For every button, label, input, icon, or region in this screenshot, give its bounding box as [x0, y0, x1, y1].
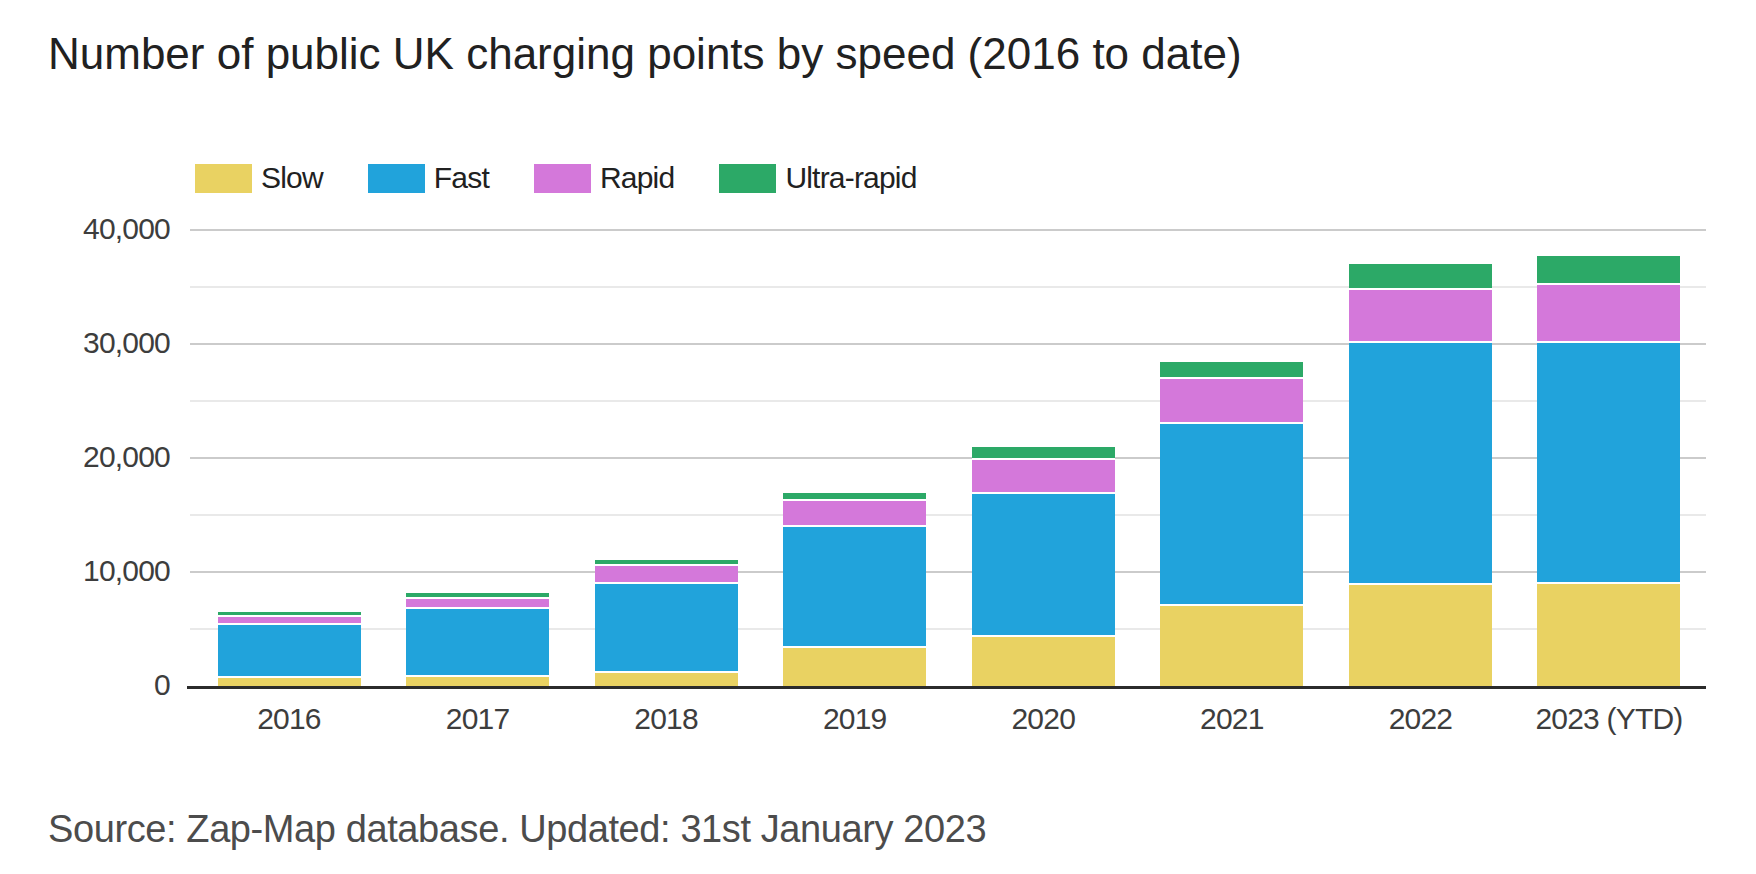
legend-swatch-rapid [534, 164, 591, 193]
bar-segment-slow[interactable] [972, 635, 1115, 686]
segment-separator [1160, 377, 1303, 379]
segment-separator [783, 646, 926, 648]
legend-swatch-ultra-rapid [719, 164, 776, 193]
segment-separator [595, 564, 738, 566]
bar-segment-rapid[interactable] [1537, 283, 1680, 341]
bar-segment-slow[interactable] [1349, 583, 1492, 686]
bar-segment-slow[interactable] [783, 646, 926, 686]
segment-separator [1160, 422, 1303, 424]
y-axis-tick-label: 30,000 [0, 327, 170, 359]
bar-segment-fast[interactable] [218, 623, 361, 676]
legend-item-slow[interactable]: Slow [195, 163, 323, 193]
segment-separator [218, 623, 361, 625]
segment-separator [1160, 604, 1303, 606]
segment-separator [1349, 341, 1492, 343]
chart-title: Number of public UK charging points by s… [48, 28, 1242, 80]
segment-separator [595, 671, 738, 673]
bar-segment-ultra-rapid[interactable] [218, 612, 361, 614]
bar-segment-ultra-rapid[interactable] [595, 560, 738, 564]
bar-2023-ytd- [1537, 256, 1680, 686]
bar-segment-fast[interactable] [595, 582, 738, 671]
bar-segment-slow[interactable] [595, 671, 738, 686]
segment-separator [972, 635, 1115, 637]
legend-label: Fast [434, 163, 489, 193]
segment-separator [783, 499, 926, 501]
bar-segment-rapid[interactable] [972, 458, 1115, 492]
bar-2019 [783, 493, 926, 686]
bar-segment-ultra-rapid[interactable] [1537, 256, 1680, 283]
bar-segment-rapid[interactable] [1160, 377, 1303, 421]
segment-separator [406, 675, 549, 677]
segment-separator [406, 597, 549, 599]
bar-segment-ultra-rapid[interactable] [1160, 362, 1303, 377]
segment-separator [972, 492, 1115, 494]
bar-segment-fast[interactable] [1349, 341, 1492, 584]
legend-swatch-fast [368, 164, 425, 193]
segment-separator [1349, 583, 1492, 585]
bar-segment-rapid[interactable] [1349, 288, 1492, 340]
bar-2022 [1349, 264, 1492, 686]
source-note: Source: Zap-Map database. Updated: 31st … [48, 808, 986, 851]
bar-segment-ultra-rapid[interactable] [1349, 264, 1492, 288]
legend-item-fast[interactable]: Fast [368, 163, 489, 193]
gridline-major [190, 229, 1706, 231]
segment-separator [218, 615, 361, 617]
segment-separator [1537, 582, 1680, 584]
bar-segment-rapid[interactable] [783, 499, 926, 525]
bar-segment-slow[interactable] [1160, 604, 1303, 686]
segment-separator [406, 607, 549, 609]
segment-separator [972, 458, 1115, 460]
bar-2016 [218, 612, 361, 686]
bar-segment-fast[interactable] [783, 525, 926, 646]
x-axis-line [187, 686, 1706, 689]
bar-segment-slow[interactable] [1537, 582, 1680, 686]
legend-label: Ultra-rapid [785, 163, 916, 193]
bar-segment-ultra-rapid[interactable] [783, 493, 926, 499]
legend-item-ultra-rapid[interactable]: Ultra-rapid [719, 163, 916, 193]
bar-2018 [595, 560, 738, 686]
segment-separator [783, 525, 926, 527]
bar-segment-ultra-rapid[interactable] [406, 593, 549, 596]
bar-segment-fast[interactable] [406, 607, 549, 675]
stacked-bar-chart: Number of public UK charging points by s… [0, 0, 1756, 874]
segment-separator [1537, 283, 1680, 285]
segment-separator [1537, 341, 1680, 343]
legend-swatch-slow [195, 164, 252, 193]
legend-label: Slow [261, 163, 323, 193]
legend-label: Rapid [600, 163, 674, 193]
legend: Slow Fast Rapid Ultra-rapid [195, 163, 917, 193]
bar-segment-fast[interactable] [1160, 422, 1303, 604]
bar-2017 [406, 593, 549, 686]
bar-segment-rapid[interactable] [595, 564, 738, 582]
bar-2020 [972, 447, 1115, 686]
segment-separator [1349, 288, 1492, 290]
y-axis-tick-label: 0 [0, 669, 170, 701]
y-axis-tick-label: 10,000 [0, 555, 170, 587]
bar-2021 [1160, 362, 1303, 686]
y-axis-tick-label: 40,000 [0, 213, 170, 245]
legend-item-rapid[interactable]: Rapid [534, 163, 674, 193]
bar-segment-fast[interactable] [1537, 341, 1680, 582]
segment-separator [595, 582, 738, 584]
x-axis-tick-label: 2023 (YTD) [1489, 702, 1729, 736]
bar-segment-ultra-rapid[interactable] [972, 447, 1115, 458]
bar-segment-fast[interactable] [972, 492, 1115, 635]
y-axis-tick-label: 20,000 [0, 441, 170, 473]
segment-separator [218, 676, 361, 678]
